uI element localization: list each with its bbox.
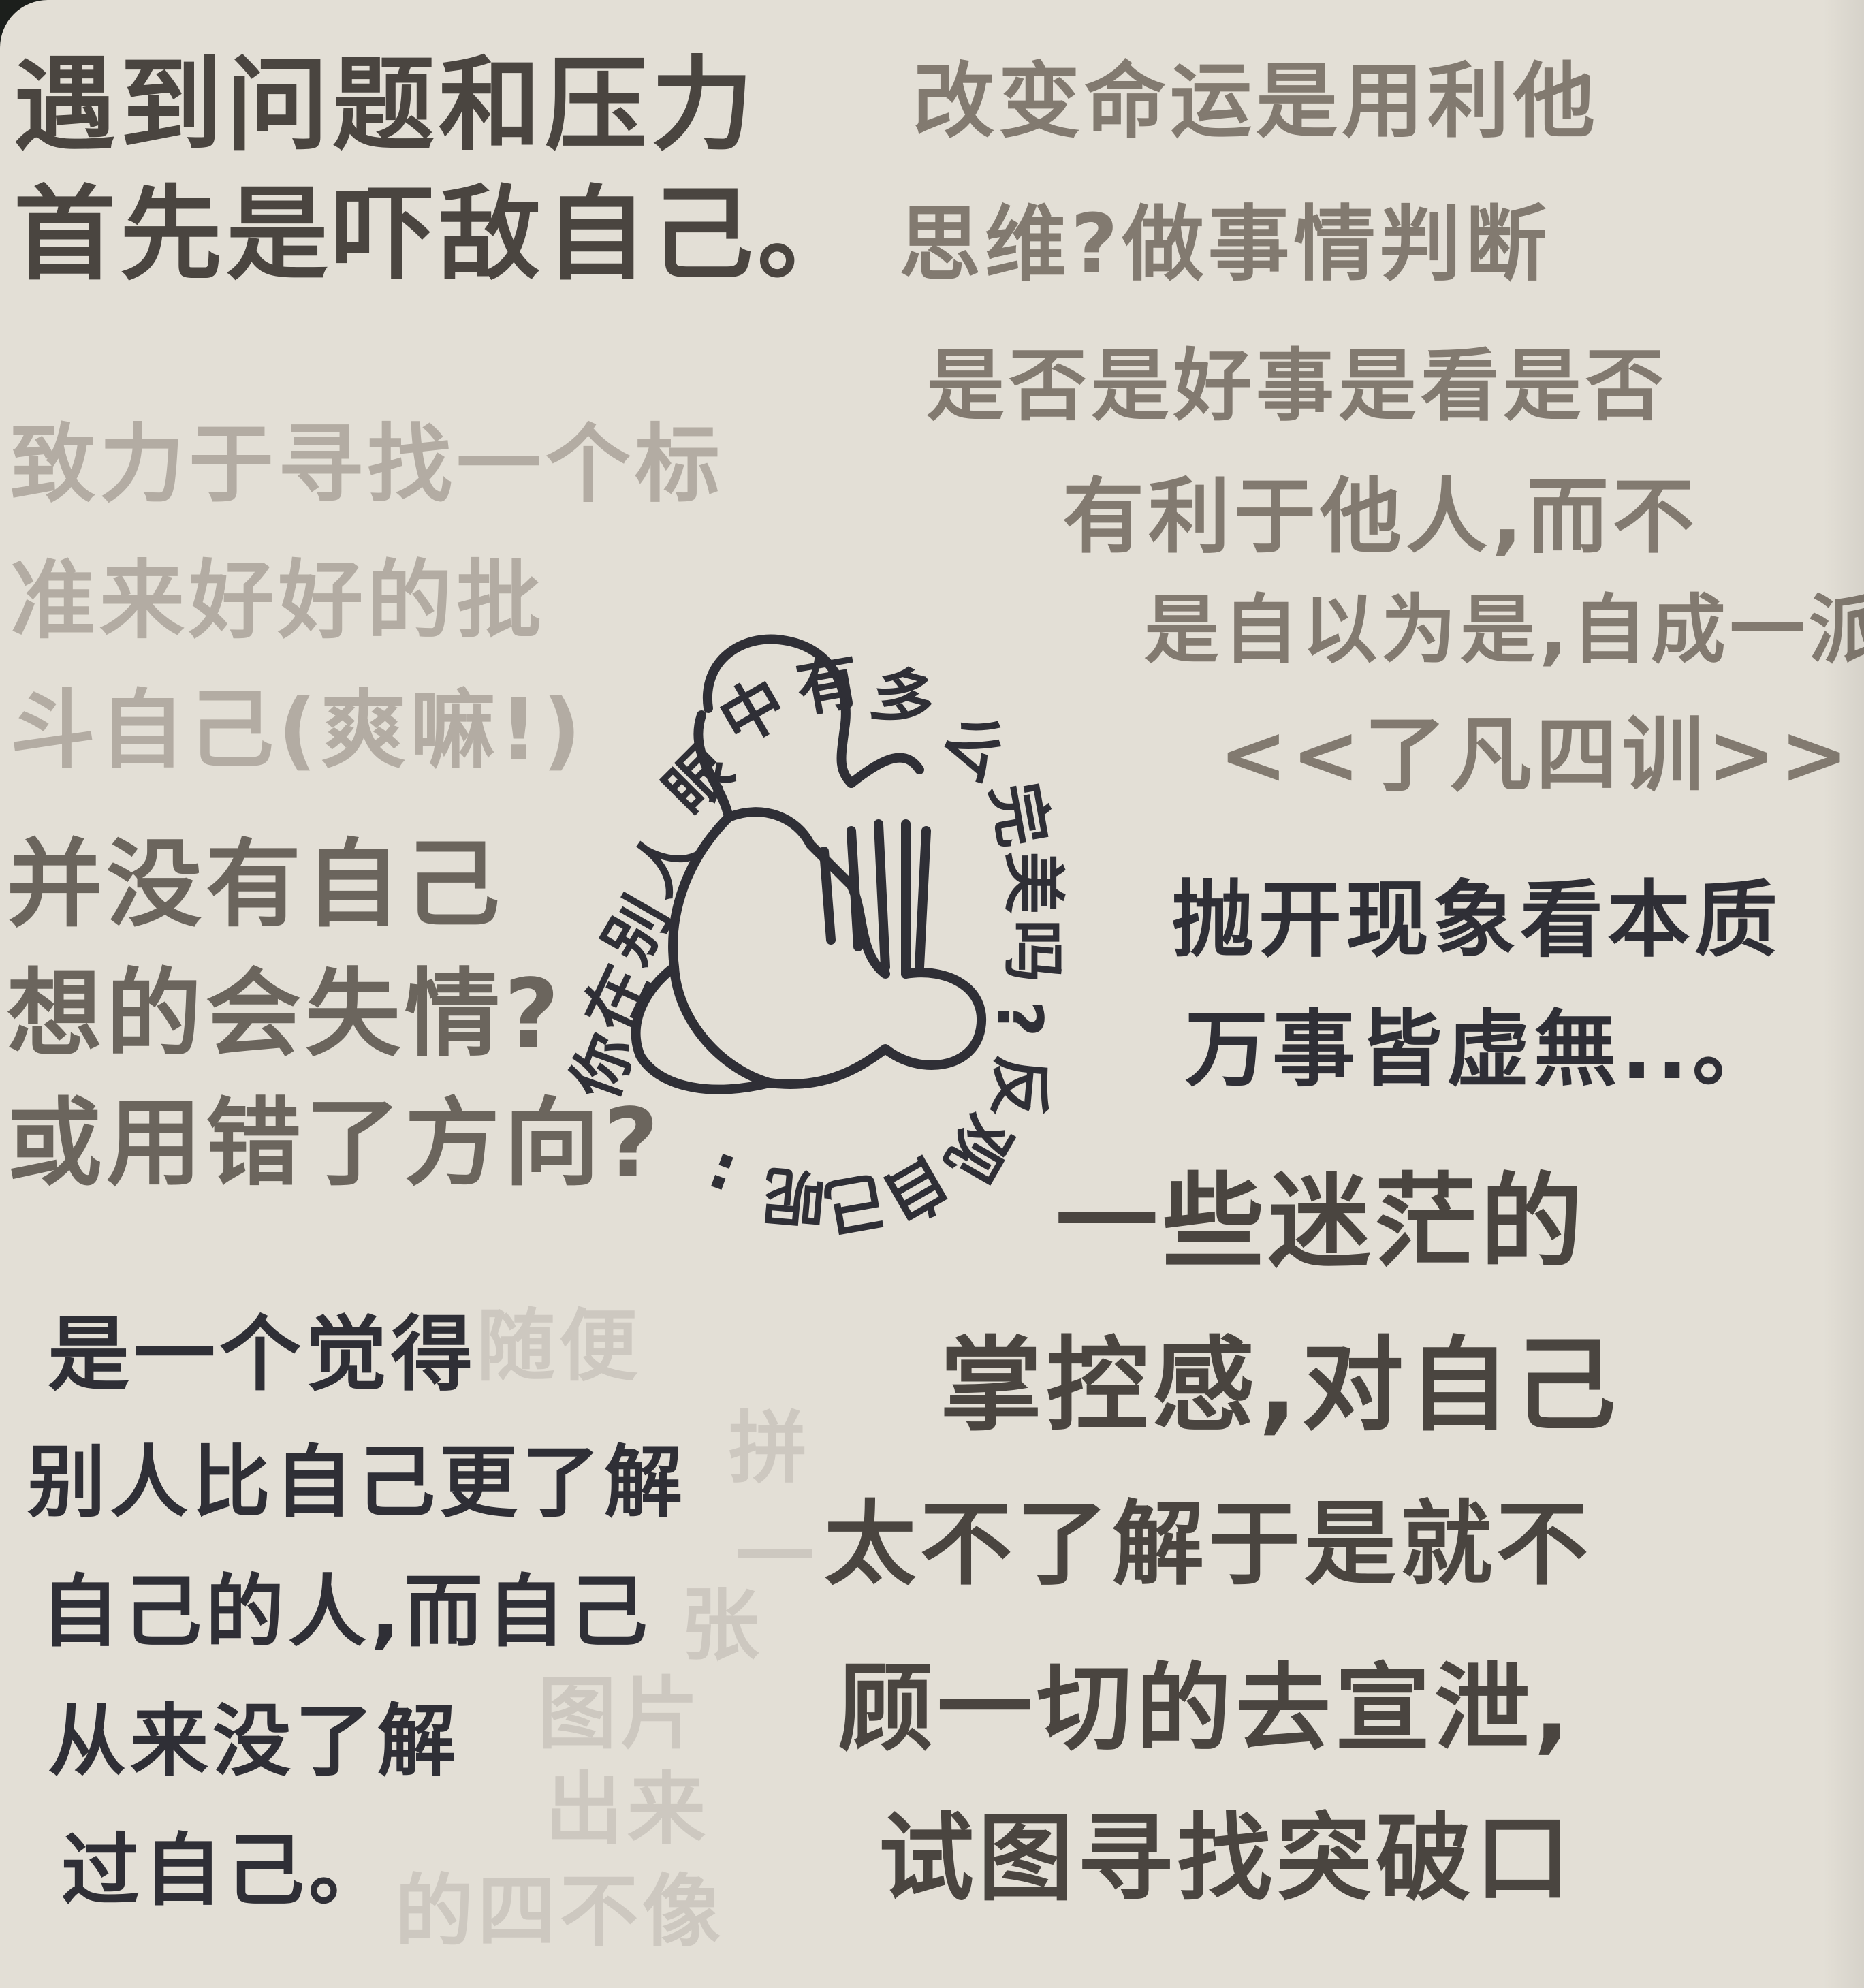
- bottom-left-line-3: 自己的人,而自己: [41, 1566, 652, 1658]
- right-top-book-title: <<了凡四训>>: [1219, 708, 1853, 803]
- bottom-faint-5: 图片: [538, 1669, 704, 1760]
- ring-char-10: 完: [977, 777, 1061, 852]
- right-bottom-line-3: 太不了解于是就不: [824, 1491, 1592, 1598]
- left-top-line-1: 遇到问题和压力: [14, 46, 758, 165]
- meditating-figure-icon: [631, 634, 987, 1094]
- right-bottom-line-2: 掌控感,对自己: [940, 1327, 1620, 1445]
- bottom-faint-3: 一: [736, 1512, 819, 1603]
- left-faint-line-2: 准来好好的批: [10, 552, 546, 650]
- bottom-left-line-2: 别人比自己更了解: [27, 1437, 687, 1528]
- right-middle-line-1: 抛开现象看本质: [1171, 872, 1782, 968]
- bottom-faint-6: 出来: [545, 1764, 710, 1855]
- right-top-line-4: 有利于他人,而不: [1062, 470, 1699, 565]
- bottom-faint-1: 随便: [477, 1301, 642, 1392]
- right-top-line-5: 是自以为是,自成一派: [1144, 586, 1864, 674]
- left-question-line-1: 并没有自己: [7, 830, 505, 941]
- right-middle-line-2: 万事皆虚無..。: [1185, 1001, 1780, 1098]
- ring-char-17: 己: [818, 1161, 893, 1245]
- right-top-line-1: 改变命运是用利他: [913, 54, 1599, 149]
- right-top-line-2: 思维?做事情判断: [899, 198, 1551, 292]
- bottom-faint-7: 的四不像: [395, 1866, 725, 1957]
- bottom-left-line-5: 过自己。: [61, 1825, 392, 1916]
- bottom-left-line-1: 是一个觉得: [48, 1308, 477, 1402]
- ring-char-18: 呢: [759, 1157, 829, 1235]
- ring-char-11: 美: [996, 851, 1070, 915]
- bottom-left-line-4: 从来没了解: [48, 1696, 460, 1787]
- bottom-faint-4: 张: [681, 1580, 764, 1671]
- ring-char-14: 反: [980, 1052, 1058, 1122]
- bottom-faint-2: 拼: [729, 1403, 812, 1494]
- left-question-line-2: 想的会失情?: [7, 959, 564, 1070]
- ring-char-13: ?: [983, 1000, 1056, 1037]
- left-faint-line-3: 斗自己(爽嘛!): [10, 681, 586, 780]
- ring-char-7: 有: [791, 643, 866, 727]
- right-top-line-3: 是否是好事是看是否: [926, 341, 1669, 432]
- left-top-line-2: 首先是吓敌自己。: [14, 176, 864, 294]
- left-question-line-3: 或用错了方向?: [7, 1088, 663, 1199]
- right-bottom-line-4: 顾一切的去宣泄,: [838, 1654, 1575, 1765]
- meditating-figure-illustration: 你 在 别 人 眼 中 有 多 么 完 美 吗 ? 反 观 自 己 呢 :: [558, 531, 1110, 1253]
- right-bottom-line-1: 一些迷茫的: [1056, 1163, 1587, 1282]
- right-bottom-line-5: 试图寻找突破口: [879, 1803, 1575, 1914]
- left-faint-line-1: 致力于寻找一个标: [10, 415, 724, 514]
- ring-char-12: 吗: [996, 919, 1070, 983]
